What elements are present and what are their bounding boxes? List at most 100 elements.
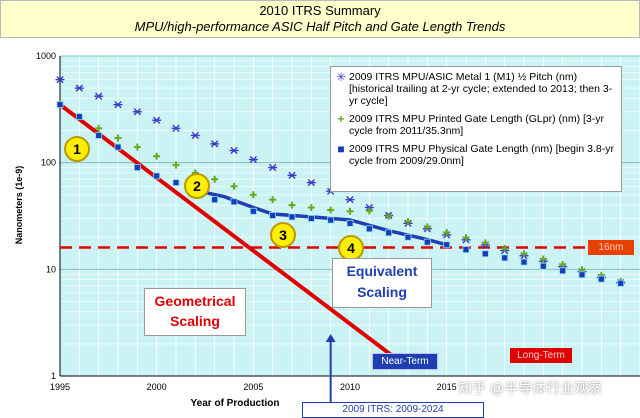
point-physical (481, 250, 489, 258)
geo-line2: Scaling (170, 313, 220, 329)
point-glpr (559, 260, 567, 268)
y-tick-label: 1000 (36, 51, 56, 61)
legend-label-physical: 2009 ITRS MPU Physical Gate Length (nm) … (349, 143, 614, 167)
point-glpr (443, 228, 451, 236)
y-axis-label: Nanometers (1e-9) (14, 165, 24, 245)
point-physical (365, 225, 373, 233)
year-marker-arrow (325, 334, 336, 342)
axes: 1 10 100 1000 1995 2000 2005 2010 2015 (36, 51, 640, 392)
y-tick-label: 10 (46, 264, 56, 274)
point-physical (404, 233, 412, 241)
eq-line1: Equivalent (346, 263, 418, 279)
watermark: 知乎 @半导体行业观察 (458, 380, 603, 396)
legend-label-m1: 2009 ITRS MPU/ASIC Metal 1 (M1) ½ Pitch … (349, 71, 613, 107)
eq-line2: Scaling (357, 284, 407, 300)
point-physical (539, 262, 547, 270)
point-glpr (462, 234, 470, 242)
x-tick-label: 1995 (50, 382, 70, 392)
point-glpr (153, 152, 161, 160)
point-m1 (171, 124, 181, 132)
point-physical (230, 198, 238, 206)
point-glpr (249, 191, 257, 199)
legend: ✳ 2009 ITRS MPU/ASIC Metal 1 (M1) ½ Pitc… (330, 66, 622, 192)
chart-title: 2010 ITRS Summary (259, 3, 381, 18)
point-glpr (307, 203, 315, 211)
point-physical (288, 213, 296, 221)
point-physical (211, 196, 219, 204)
point-m1 (152, 116, 162, 124)
near-term-tag: Near-Term (372, 353, 438, 370)
point-physical (172, 179, 180, 187)
point-m1 (345, 196, 355, 204)
nm16-tag: 16nm (588, 240, 634, 255)
point-physical (114, 143, 122, 151)
point-m1 (94, 92, 104, 100)
x-tick-label: 2005 (243, 382, 263, 392)
point-physical (385, 229, 393, 237)
point-glpr (501, 244, 509, 252)
chart-subtitle: MPU/high-performance ASIC Half Pitch and… (134, 19, 506, 34)
point-glpr (365, 207, 373, 215)
long-term-tag: Long-Term (510, 348, 572, 363)
point-m1 (55, 76, 65, 84)
point-m1 (113, 100, 123, 109)
geometrical-scaling-label: Geometrical Scaling (144, 288, 246, 336)
point-m1 (229, 146, 239, 155)
point-m1 (210, 140, 220, 148)
point-physical (597, 275, 605, 283)
point-glpr (346, 207, 354, 215)
point-glpr (230, 182, 238, 190)
legend-entry-glpr: + 2009 ITRS MPU Printed Gate Length (GLp… (333, 113, 617, 137)
point-m1 (287, 171, 297, 180)
point-glpr (288, 201, 296, 209)
point-glpr (385, 212, 393, 220)
point-physical (56, 101, 64, 109)
point-physical (269, 212, 277, 219)
point-physical (327, 216, 335, 224)
point-glpr (520, 250, 528, 258)
geo-line1: Geometrical (154, 293, 236, 309)
plus-icon: + (337, 112, 345, 126)
x-axis-label: Year of Production (190, 398, 280, 409)
point-physical (75, 113, 83, 121)
point-physical (501, 254, 509, 262)
point-physical (95, 132, 103, 139)
point-physical (443, 241, 451, 249)
point-m1 (268, 163, 278, 172)
point-glpr (327, 206, 335, 214)
point-glpr (404, 218, 412, 226)
badge-3: 3 (270, 222, 296, 248)
x-tick-label: 2010 (340, 382, 360, 392)
legend-label-glpr: 2009 ITRS MPU Printed Gate Length (GLpr)… (349, 113, 605, 137)
point-m1 (74, 84, 84, 92)
point-glpr (133, 143, 141, 151)
point-physical (462, 246, 470, 254)
point-m1 (248, 155, 258, 164)
point-glpr (269, 196, 277, 204)
point-physical (346, 219, 354, 227)
equivalent-scaling-label: Equivalent Scaling (332, 258, 432, 308)
point-physical (617, 279, 625, 287)
legend-entry-physical: ■ 2009 ITRS MPU Physical Gate Length (nm… (333, 143, 617, 167)
point-physical (153, 172, 161, 180)
asterisk-icon: ✳ (335, 70, 347, 84)
point-physical (423, 238, 431, 246)
point-glpr (211, 175, 219, 183)
point-physical (307, 215, 315, 222)
point-m1 (306, 178, 316, 187)
point-glpr (539, 255, 547, 263)
point-physical (559, 267, 567, 275)
x-tick-label: 2015 (437, 382, 457, 392)
square-icon: ■ (337, 142, 345, 156)
chart-header: 2010 ITRS Summary MPU/high-performance A… (0, 0, 640, 38)
point-glpr (95, 124, 103, 132)
point-m1 (132, 108, 142, 116)
point-glpr (114, 134, 122, 142)
point-physical (578, 271, 586, 279)
badge-1: 1 (64, 136, 90, 162)
point-physical (249, 207, 257, 215)
badge-2: 2 (184, 173, 210, 199)
point-glpr (481, 239, 489, 247)
point-glpr (423, 223, 431, 231)
point-physical (133, 164, 141, 171)
